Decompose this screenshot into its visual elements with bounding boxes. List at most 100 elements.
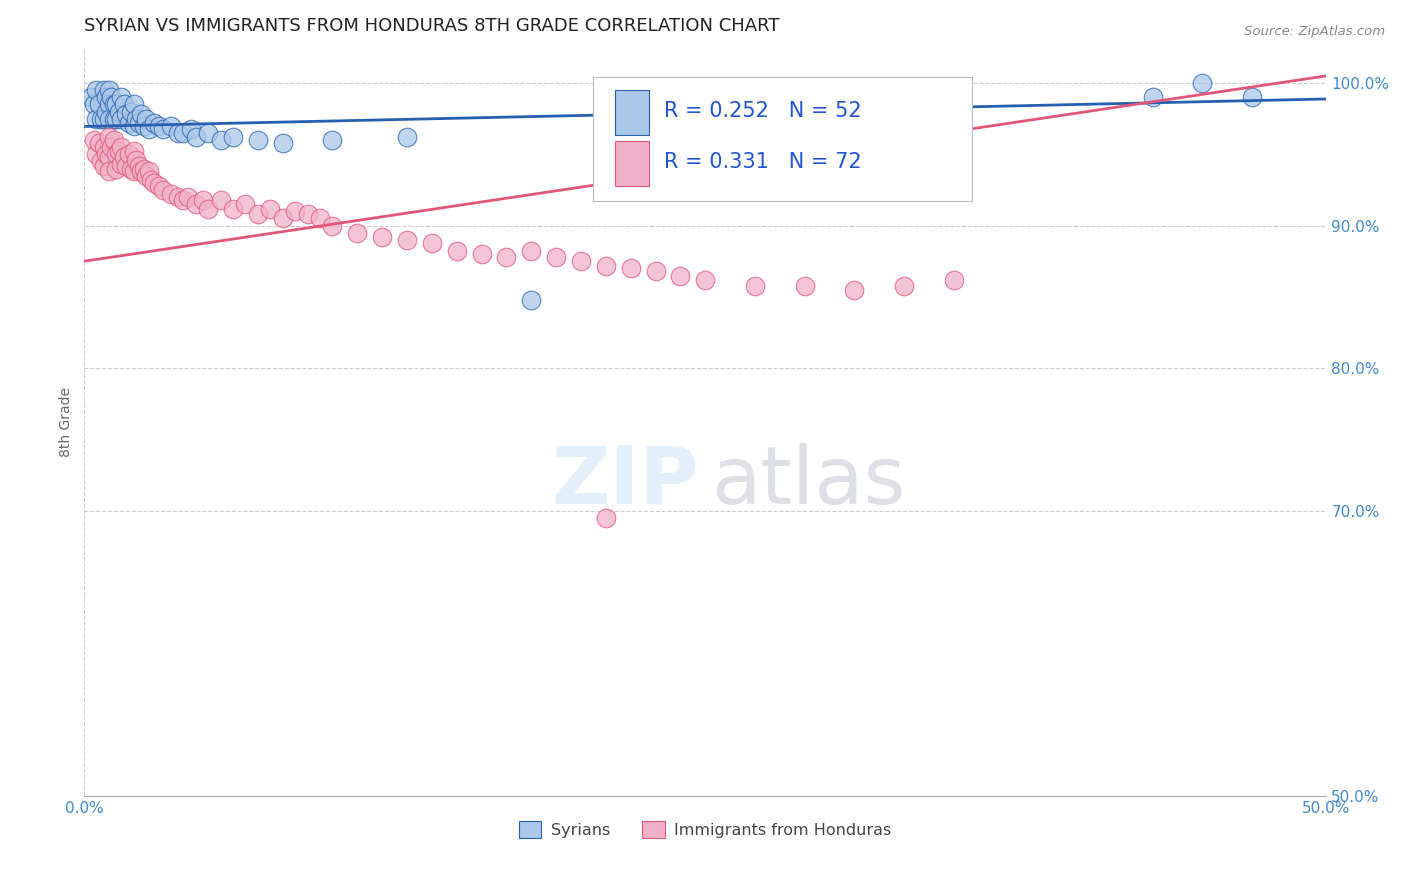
Point [87, 97, 110, 112]
Point [138, 121, 160, 136]
Bar [614, 141, 650, 186]
Point [669, 268, 692, 283]
Point [129, 164, 152, 178]
Point [139, 173, 162, 187]
Point [1142, 90, 1164, 104]
Point [520, 244, 543, 259]
Point [110, 90, 132, 104]
Legend: Syrians, Immigrants from Honduras: Syrians, Immigrants from Honduras [513, 815, 898, 845]
Text: R = 0.252   N = 52: R = 0.252 N = 52 [664, 101, 862, 121]
Point [96, 90, 118, 104]
Point [222, 130, 245, 145]
Point [152, 183, 174, 197]
Text: SYRIAN VS IMMIGRANTS FROM HONDURAS 8TH GRADE CORRELATION CHART: SYRIAN VS IMMIGRANTS FROM HONDURAS 8TH G… [84, 17, 779, 35]
Point [86, 147, 108, 161]
Point [395, 130, 418, 145]
Point [105, 97, 128, 112]
Point [167, 190, 190, 204]
Text: atlas: atlas [711, 442, 905, 521]
Point [893, 278, 915, 293]
Point [471, 247, 494, 261]
Point [120, 104, 142, 119]
Point [346, 226, 368, 240]
Point [942, 273, 965, 287]
Point [569, 254, 592, 268]
Point [97, 97, 120, 112]
Point [160, 119, 183, 133]
Point [793, 278, 815, 293]
Point [93, 159, 115, 173]
Point [209, 133, 232, 147]
Point [695, 273, 717, 287]
Point [122, 119, 145, 133]
Point [118, 116, 141, 130]
Point [97, 164, 120, 178]
Point [1191, 76, 1213, 90]
Point [110, 157, 132, 171]
Point [110, 112, 132, 126]
Point [184, 197, 207, 211]
Point [167, 126, 190, 140]
Point [446, 244, 468, 259]
Point [132, 119, 155, 133]
Bar [614, 90, 650, 135]
Point [172, 126, 194, 140]
Point [103, 97, 125, 112]
Point [395, 233, 418, 247]
Point [105, 147, 128, 161]
Point [122, 145, 145, 159]
Text: Source: ZipAtlas.com: Source: ZipAtlas.com [1244, 25, 1385, 38]
Point [128, 159, 150, 173]
Point [100, 90, 122, 104]
Point [142, 116, 165, 130]
Point [246, 207, 269, 221]
Point [120, 161, 142, 176]
Point [103, 112, 125, 126]
Point [222, 202, 245, 216]
Point [118, 147, 141, 161]
Point [284, 204, 307, 219]
Point [93, 140, 115, 154]
Point [83, 97, 105, 112]
Point [125, 112, 148, 126]
Point [112, 97, 135, 112]
Point [546, 250, 568, 264]
Point [209, 193, 232, 207]
Point [103, 133, 125, 147]
Point [96, 104, 118, 119]
Point [107, 145, 129, 159]
Point [246, 133, 269, 147]
Point [595, 511, 617, 525]
Point [259, 202, 281, 216]
Point [100, 140, 122, 154]
Point [83, 133, 105, 147]
Point [122, 97, 145, 112]
Point [97, 130, 120, 145]
Point [197, 126, 219, 140]
Point [135, 112, 157, 126]
Point [321, 133, 343, 147]
Point [115, 159, 138, 173]
Point [172, 193, 194, 207]
Text: R = 0.331   N = 72: R = 0.331 N = 72 [664, 152, 862, 172]
Point [160, 187, 183, 202]
Point [152, 121, 174, 136]
Point [177, 190, 200, 204]
Point [93, 112, 115, 126]
Point [142, 176, 165, 190]
Point [96, 147, 118, 161]
Text: ZIP: ZIP [551, 442, 699, 521]
Point [90, 154, 112, 169]
Y-axis label: 8th Grade: 8th Grade [59, 387, 73, 457]
Point [495, 250, 517, 264]
Point [420, 235, 443, 250]
Point [271, 136, 294, 150]
Point [86, 83, 108, 97]
Point [309, 211, 332, 226]
Point [620, 261, 643, 276]
Point [80, 90, 103, 104]
Point [132, 161, 155, 176]
Point [125, 153, 148, 167]
Point [744, 278, 766, 293]
Point [271, 211, 294, 226]
